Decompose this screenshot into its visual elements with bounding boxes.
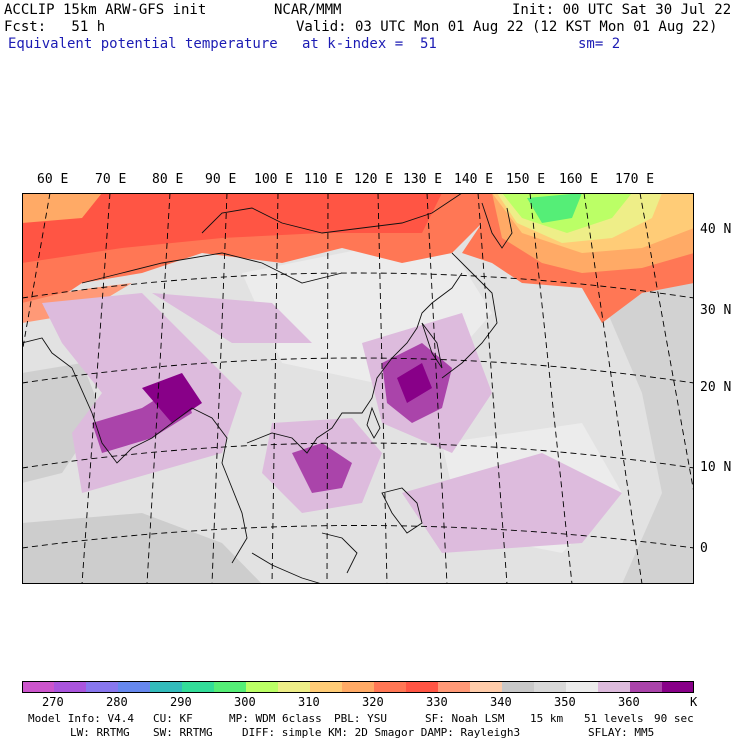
footer-cu: CU: KF (153, 712, 193, 725)
colorbar-swatch (182, 681, 215, 693)
valid-time: Valid: 03 UTC Mon 01 Aug 22 (12 KST Mon … (296, 19, 718, 35)
field-patch-grey (22, 513, 262, 584)
field-patch-magenta (397, 363, 432, 403)
lat-label: 30 N (700, 303, 732, 318)
colorbar-tick-label: 340 (490, 695, 512, 709)
footer-lw: LW: RRTMG (70, 726, 130, 739)
coastlines (22, 193, 513, 584)
lon-label: 120 E (354, 172, 394, 187)
field-patch-red (22, 193, 442, 263)
colorbar (22, 681, 694, 693)
field-name: Equivalent potential temperature (8, 36, 278, 52)
field-patch-grey (582, 233, 694, 584)
footer-model-info: Model Info: V4.4 (28, 712, 134, 725)
field-patch-grey (22, 363, 102, 483)
lon-label: 60 E (37, 172, 69, 187)
colorbar-swatch (214, 681, 247, 693)
field-patch-lavender (402, 453, 622, 553)
field-patch-magenta (142, 373, 202, 423)
lat-label: 40 N (700, 222, 732, 237)
lon-label: 90 E (205, 172, 237, 187)
colorbar-tick-label: 270 (42, 695, 64, 709)
footer-mp: MP: WDM 6class (229, 712, 322, 725)
colorbar-swatch (598, 681, 631, 693)
colorbar-swatch (566, 681, 599, 693)
lat-label: 20 N (700, 380, 732, 395)
colorbar-swatch (54, 681, 87, 693)
footer-sf: SF: Noah LSM (425, 712, 505, 725)
lon-label: 160 E (559, 172, 599, 187)
colorbar-swatch (438, 681, 471, 693)
footer-diff: DIFF: simple KM: 2D Smagor DAMP: Rayleig… (242, 726, 521, 739)
colorbar-swatch (22, 681, 55, 693)
lon-label: 80 E (152, 172, 184, 187)
field-patch-orange (22, 193, 102, 223)
colorbar-tick-label: 280 (106, 695, 128, 709)
level-info: at k-index = 51 (302, 36, 437, 52)
field-patch-lavender (152, 293, 312, 343)
field-patch-magenta (292, 443, 352, 493)
lat-label: 0 (700, 541, 708, 556)
colorbar-swatch (374, 681, 407, 693)
model-title: ACCLIP 15km ARW-GFS init (4, 2, 207, 18)
lon-label: 140 E (454, 172, 494, 187)
colorbar-tick-label: 320 (362, 695, 384, 709)
colorbar-swatch (246, 681, 279, 693)
init-time: Init: 00 UTC Sat 30 Jul 22 (512, 2, 732, 18)
colorbar-swatch (150, 681, 183, 693)
colorbar-swatch (278, 681, 311, 693)
colorbar-tick-label: 360 (618, 695, 640, 709)
colorbar-swatch (342, 681, 375, 693)
colorbar-tick-label: 350 (554, 695, 576, 709)
colorbar-border (22, 681, 694, 693)
footer-levels: 51 levels (584, 712, 644, 725)
footer-sflay: SFLAY: MM5 (588, 726, 655, 739)
colorbar-tick-label: 310 (298, 695, 320, 709)
smoothing-info: sm= 2 (578, 36, 621, 52)
footer-timestep: 90 sec (654, 712, 694, 725)
theta-e-map (22, 193, 694, 584)
lon-label: 70 E (95, 172, 127, 187)
colorbar-swatch (502, 681, 535, 693)
graticule (22, 193, 694, 584)
lon-label: 130 E (403, 172, 443, 187)
lat-label: 10 N (700, 460, 732, 475)
lon-label: 110 E (304, 172, 344, 187)
colorbar-tick-label: 300 (234, 695, 256, 709)
colorbar-swatch (310, 681, 343, 693)
lon-label: 170 E (615, 172, 655, 187)
footer-pbl: PBL: YSU (334, 712, 387, 725)
colorbar-swatch (470, 681, 503, 693)
colorbar-swatch (118, 681, 151, 693)
colorbar-swatch (662, 681, 694, 693)
colorbar-swatch (406, 681, 439, 693)
colorbar-swatch (86, 681, 119, 693)
footer-sw: SW: RRTMG (153, 726, 213, 739)
colorbar-swatch (630, 681, 663, 693)
forecast-hour: Fcst: 51 h (4, 19, 106, 35)
lon-label: 100 E (254, 172, 294, 187)
center-name: NCAR/MMM (274, 2, 342, 18)
colorbar-tick-label: 330 (426, 695, 448, 709)
field-patch-green (527, 193, 582, 223)
colorbar-unit: K (690, 695, 698, 709)
colorbar-swatch (534, 681, 567, 693)
colorbar-tick-label: 290 (170, 695, 192, 709)
lon-label: 150 E (506, 172, 546, 187)
footer-resolution: 15 km (530, 712, 564, 725)
